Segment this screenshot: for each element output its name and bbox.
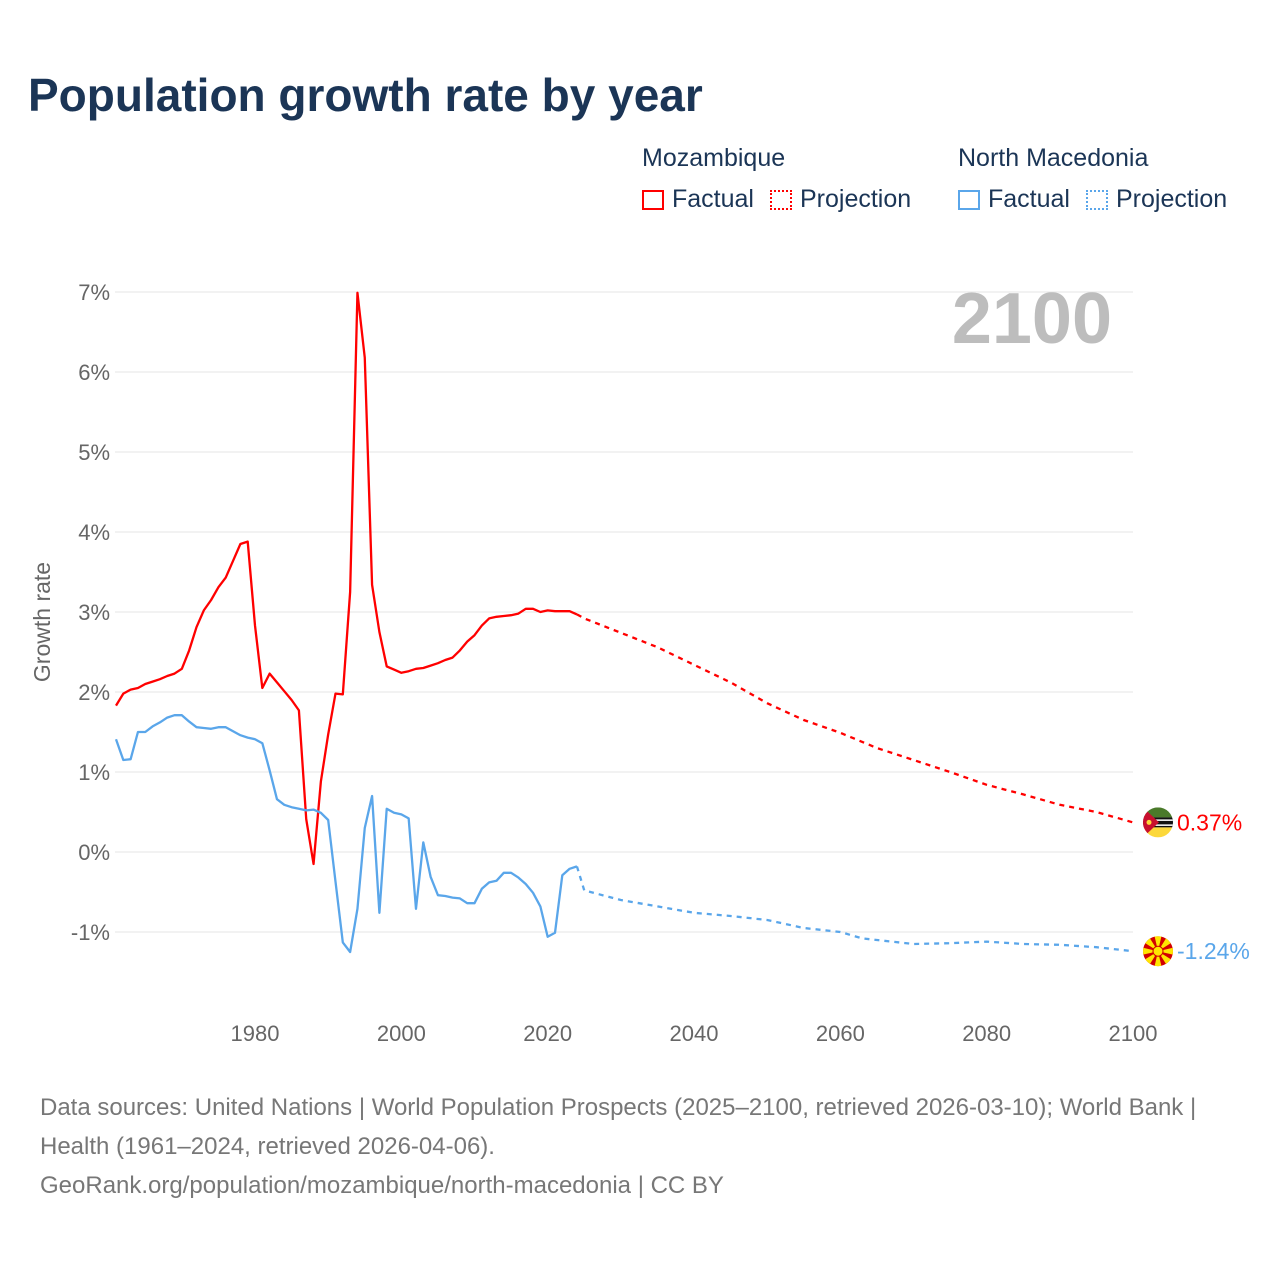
y-tick-label: 7% <box>78 280 110 305</box>
projection-line-0 <box>576 613 1134 824</box>
y-tick-label: 2% <box>78 680 110 705</box>
current-year-label: 2100 <box>952 279 1112 359</box>
y-tick-label: 6% <box>78 360 110 385</box>
legend-country-name: Mozambique <box>642 144 786 172</box>
x-tick-label: 2000 <box>377 1021 426 1046</box>
y-tick-label: 5% <box>78 440 110 465</box>
legend-label: Factual <box>672 185 754 213</box>
x-tick-label: 2040 <box>670 1021 719 1046</box>
legend-label: Factual <box>988 185 1070 213</box>
y-tick-label: 1% <box>78 760 110 785</box>
factual-line-1 <box>114 714 578 954</box>
chart-title: Population growth rate by year <box>28 69 703 121</box>
source-text: Data sources: United Nations | World Pop… <box>40 1094 1197 1160</box>
factual-line-0 <box>115 291 578 866</box>
y-axis-label: Growth rate <box>29 562 55 682</box>
solid-line-swatch-icon <box>958 189 980 210</box>
legend-projection[interactable]: Projection <box>769 185 912 214</box>
x-tick-label: 2060 <box>816 1021 865 1046</box>
x-tick-label: 2020 <box>523 1021 572 1046</box>
x-tick-label: 1980 <box>231 1021 280 1046</box>
source-link[interactable]: GeoRank.org/population/mozambique/north-… <box>40 1172 724 1199</box>
y-tick-label: -1% <box>71 920 110 945</box>
y-tick-label: 3% <box>78 600 110 625</box>
mozambique-end-label: 0.37% <box>1177 809 1242 835</box>
solid-line-swatch-icon <box>642 189 664 210</box>
x-tick-label: 2100 <box>1109 1021 1158 1046</box>
legend-projection[interactable]: Projection <box>1085 185 1228 214</box>
north-macedonia-end-label: -1.24% <box>1177 938 1250 964</box>
north-macedonia-flag-icon <box>1143 936 1173 967</box>
legend-label: Projection <box>1115 185 1228 213</box>
legend-factual[interactable]: Factual <box>642 185 754 214</box>
y-tick-label: 0% <box>78 840 110 865</box>
dotted-line-swatch-icon <box>769 189 792 210</box>
legend-country-name: North Macedonia <box>958 144 1149 172</box>
dotted-line-swatch-icon <box>1085 189 1108 210</box>
legend-north-macedonia: North Macedonia Factual Projection <box>958 144 1243 214</box>
legend-label: Projection <box>799 185 912 213</box>
x-tick-label: 2080 <box>962 1021 1011 1046</box>
mozambique-flag-icon <box>1143 807 1173 838</box>
projection-line-1 <box>575 866 1134 953</box>
data-source-note: Data sources: United Nations | World Pop… <box>40 1088 1240 1205</box>
y-tick-label: 4% <box>78 520 110 545</box>
legend-factual[interactable]: Factual <box>958 185 1070 214</box>
legend-mozambique: Mozambique Factual Projection <box>642 144 927 214</box>
